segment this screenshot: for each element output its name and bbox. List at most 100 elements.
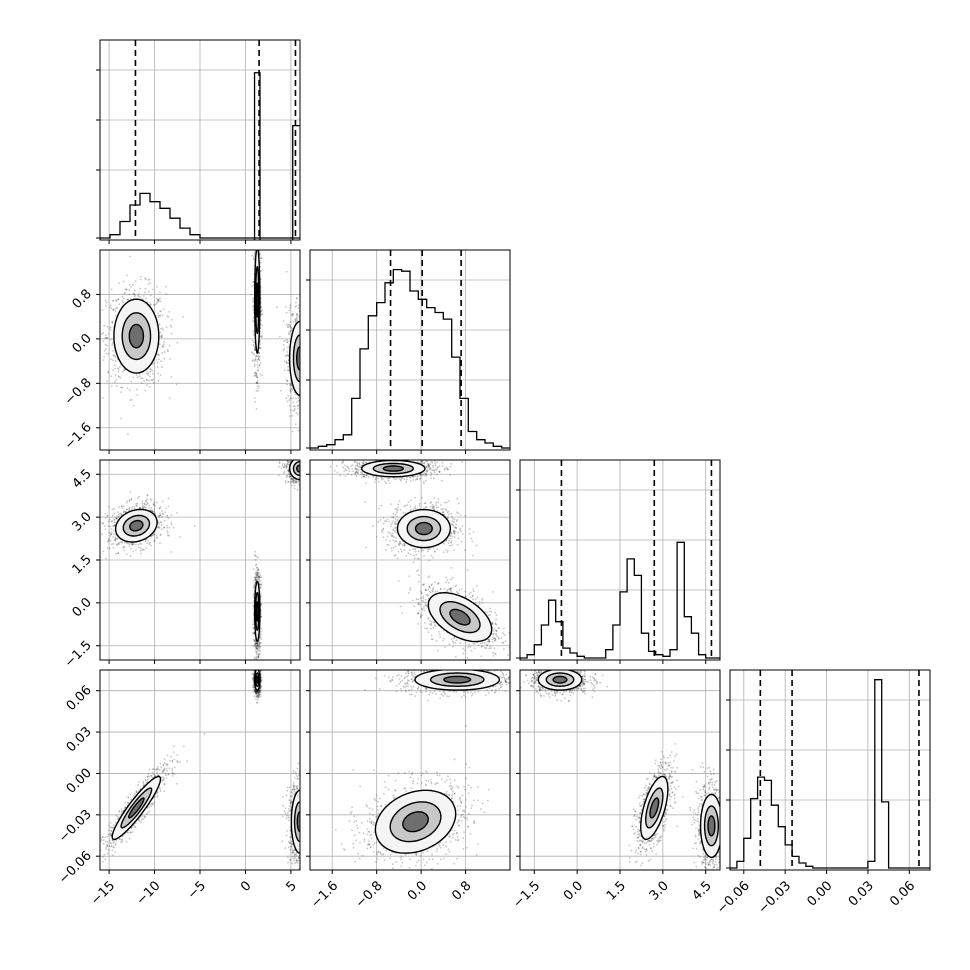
sample-point <box>254 554 257 557</box>
sample-point <box>311 461 313 463</box>
sample-point <box>252 307 255 310</box>
sample-point <box>258 661 260 663</box>
sample-point <box>302 379 304 381</box>
sample-point <box>256 644 259 647</box>
sample-point <box>257 650 259 652</box>
sample-point <box>144 506 147 509</box>
sample-point <box>260 305 262 308</box>
sample-point <box>304 374 306 376</box>
sample-point <box>151 379 154 382</box>
sample-point <box>291 314 294 317</box>
sample-point <box>255 373 258 375</box>
sample-point <box>256 571 259 574</box>
sample-point <box>253 632 256 635</box>
sample-point <box>176 512 178 514</box>
sample-point <box>301 309 303 311</box>
sample-point <box>122 547 125 549</box>
sample-point <box>291 329 293 332</box>
sample-point <box>318 468 320 470</box>
sample-point <box>131 543 134 546</box>
sample-point <box>257 355 260 357</box>
sample-point <box>308 453 310 455</box>
sample-point <box>108 539 110 542</box>
sample-point <box>302 482 304 484</box>
sample-point <box>303 372 305 374</box>
sample-point <box>258 648 261 650</box>
sample-point <box>105 348 107 350</box>
sample-point <box>144 500 147 502</box>
sample-point <box>134 549 137 551</box>
sample-point <box>159 542 162 545</box>
sample-point <box>305 354 307 356</box>
sample-point <box>259 642 262 645</box>
sample-point <box>308 394 310 396</box>
sample-point <box>258 251 261 254</box>
sample-point <box>291 477 294 480</box>
sample-point <box>127 509 130 512</box>
sample-point <box>255 381 258 384</box>
sample-point <box>303 359 305 361</box>
sample-point <box>125 553 128 555</box>
sample-point <box>255 578 257 580</box>
sample-point <box>159 512 161 515</box>
sample-point <box>301 386 303 388</box>
sample-point <box>109 540 112 542</box>
sample-point <box>311 461 313 463</box>
sample-point <box>305 364 307 366</box>
sample-point <box>301 472 303 474</box>
sample-point <box>292 454 294 456</box>
sample-point <box>252 297 254 300</box>
sample-point <box>260 638 263 641</box>
sample-point <box>307 331 309 333</box>
sample-point <box>121 386 123 389</box>
sample-point <box>311 362 313 364</box>
sample-point <box>301 352 303 354</box>
contour-line <box>254 265 260 335</box>
sample-point <box>157 526 160 528</box>
sample-point <box>113 354 115 357</box>
sample-point <box>129 543 131 546</box>
sample-point <box>151 369 154 372</box>
sample-point <box>157 312 159 315</box>
sample-point <box>107 352 110 355</box>
sample-point <box>289 384 292 387</box>
sample-point <box>304 299 306 301</box>
sample-point <box>138 495 140 498</box>
sample-point <box>162 346 165 348</box>
sample-point <box>313 467 315 469</box>
sample-point <box>121 295 124 298</box>
sample-point <box>304 376 306 378</box>
sample-point <box>305 343 307 345</box>
sample-point <box>157 353 160 356</box>
sample-point <box>303 472 305 474</box>
sample-point <box>102 359 105 361</box>
sample-point <box>170 376 173 378</box>
sample-point <box>289 383 292 386</box>
sample-point <box>301 458 303 460</box>
sample-point <box>117 542 120 545</box>
sample-point <box>254 349 256 352</box>
sample-point <box>282 466 285 469</box>
sample-point <box>253 353 256 356</box>
sample-point <box>138 546 140 549</box>
sample-point <box>111 321 113 323</box>
sample-point <box>117 552 120 555</box>
sample-point <box>110 307 113 310</box>
sample-point <box>303 343 305 345</box>
sample-point <box>306 356 308 358</box>
sample-point <box>128 506 131 509</box>
sample-point <box>302 404 304 406</box>
sample-point <box>312 458 314 460</box>
sample-point <box>114 539 117 542</box>
sample-point <box>301 353 303 355</box>
sample-point <box>308 366 310 368</box>
sample-point <box>290 313 293 316</box>
sample-point <box>115 552 117 555</box>
sample-point <box>160 335 163 338</box>
sample-point <box>304 470 306 472</box>
sample-point <box>124 291 126 294</box>
sample-point <box>301 387 303 389</box>
sample-point <box>130 498 132 501</box>
sample-point <box>288 415 291 418</box>
